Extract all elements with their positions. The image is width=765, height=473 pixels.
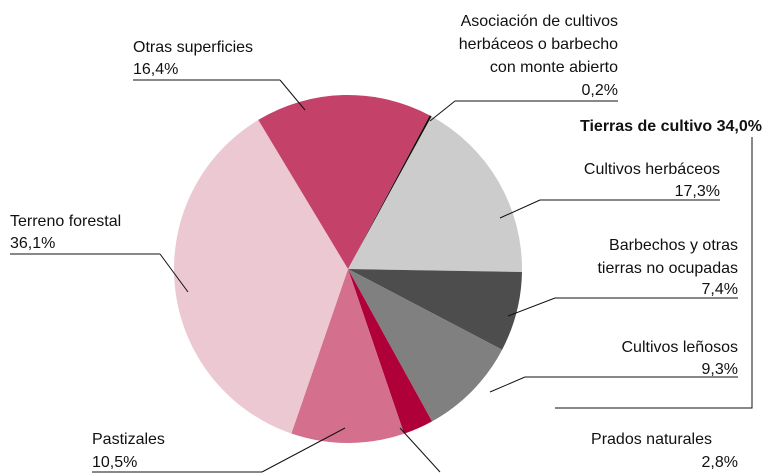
pie-slice [173,119,348,434]
pie-slice [348,116,522,273]
value-label: 17,3% [675,183,720,200]
slice-label: tierras no ocupadas [597,260,738,277]
slice-label: Pastizales [92,431,165,448]
pie-slice [348,269,522,350]
leader-line [489,376,738,393]
value-label: 10,5% [92,454,137,471]
slice-label: Cultivos herbáceos [584,161,720,178]
slice-label: Cultivos leñosos [622,339,739,356]
value-label: 16,4% [133,61,178,78]
value-label: 2,8% [702,454,738,471]
leader-line [507,297,738,317]
pie-slice [258,95,430,270]
pie-slice [348,269,433,434]
pie-slice [348,115,432,269]
leader-line [399,427,441,473]
value-label: 36,1% [10,235,55,252]
slice-label: herbáceos o barbecho [459,36,618,53]
slice-label: Terreno forestal [10,213,121,230]
slice-label: Prados naturales [591,431,712,448]
slice-label: Barbechos y otras [609,237,738,254]
value-label: 0,2% [582,82,618,99]
leader-line [499,199,720,219]
leader-line [92,427,346,473]
slice-label: Asociación de cultivos [461,13,618,30]
value-label: 7,4% [702,281,738,298]
pie-slice [348,269,503,422]
pie-slice [291,269,405,443]
group-bracket [555,137,753,409]
leader-line [10,253,189,293]
slice-label: Otras superficies [133,39,253,56]
leader-line [133,79,306,111]
leader-line [429,100,618,122]
group-label: Tierras de cultivo 34,0% [580,118,762,135]
slice-label: con monte abierto [490,59,618,76]
pie [173,95,522,443]
value-label: 9,3% [702,361,738,378]
